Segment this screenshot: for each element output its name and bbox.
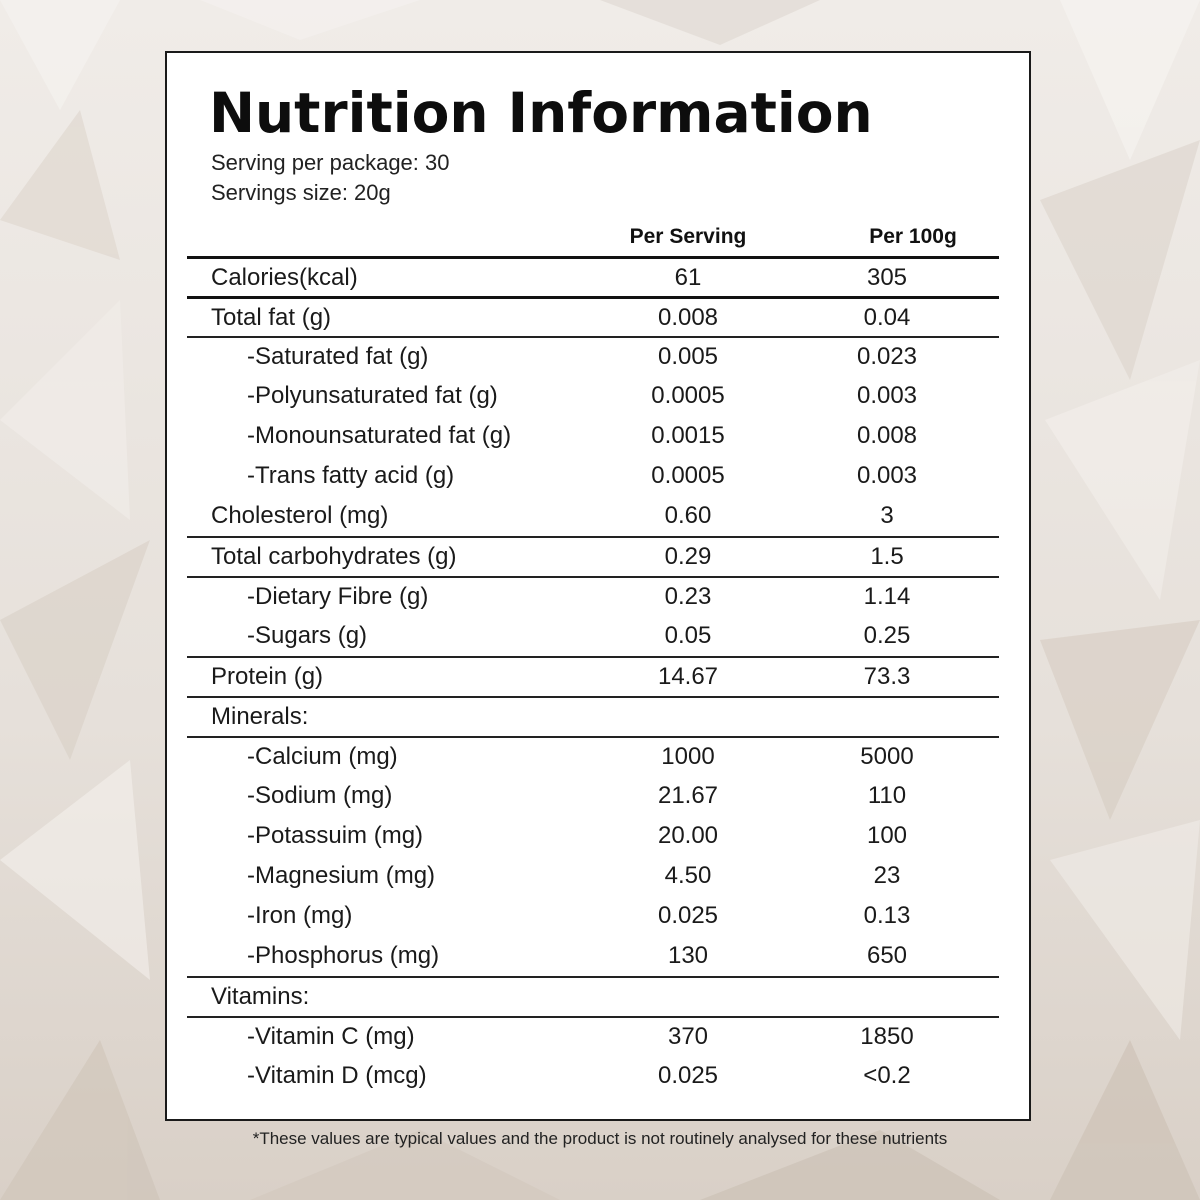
section-row-minerals: Minerals: bbox=[187, 696, 999, 736]
per-serving-value: 0.60 bbox=[664, 502, 712, 529]
nutrient-row-calcium: -Calcium (mg) 1000 5000 bbox=[187, 736, 999, 776]
nutrient-name: -Potassuim (mg) bbox=[247, 822, 424, 849]
nutrition-label: Nutrition Information Serving per packag… bbox=[165, 51, 1031, 1121]
per-serving-value: 0.0005 bbox=[651, 462, 725, 489]
column-header-per-100g: Per 100g bbox=[869, 225, 957, 248]
nutrient-row-phosphorus: -Phosphorus (mg) 130 650 bbox=[187, 936, 999, 976]
per-100g-value: 23 bbox=[873, 862, 901, 889]
per-100g-value: 0.003 bbox=[856, 462, 918, 489]
footnote: *These values are typical values and the… bbox=[252, 1129, 948, 1148]
section-row-vitamins: Vitamins: bbox=[187, 976, 999, 1016]
per-serving-value: 4.50 bbox=[664, 862, 712, 889]
per-100g-value: 0.13 bbox=[863, 902, 911, 929]
per-100g-value: 5000 bbox=[860, 743, 914, 770]
per-serving-value: 0.008 bbox=[657, 303, 719, 331]
nutrient-row-cholesterol: Cholesterol (mg) 0.60 3 bbox=[187, 496, 999, 536]
per-serving-value: 0.23 bbox=[664, 583, 712, 610]
nutrient-row-total-fat: Total fat (g) 0.008 0.04 bbox=[187, 296, 999, 336]
nutrient-name: Total carbohydrates (g) bbox=[211, 543, 457, 570]
per-100g-value: 0.008 bbox=[856, 422, 918, 449]
per-serving-value: 20.00 bbox=[657, 822, 719, 849]
per-serving-value: 1000 bbox=[661, 743, 715, 770]
per-serving-value: 370 bbox=[667, 1023, 709, 1050]
per-serving-value: 0.0005 bbox=[651, 382, 725, 409]
nutrient-row-trans-fatty-acid: -Trans fatty acid (g) 0.0005 0.003 bbox=[187, 456, 999, 496]
nutrient-table: Calories(kcal) 61 305 Total fat (g) 0.00… bbox=[187, 256, 999, 1096]
per-100g-value: 73.3 bbox=[863, 663, 911, 690]
nutrient-row-protein: Protein (g) 14.67 73.3 bbox=[187, 656, 999, 696]
per-serving-value: 0.0015 bbox=[651, 422, 725, 449]
nutrient-row-monounsaturated-fat: -Monounsaturated fat (g) 0.0015 0.008 bbox=[187, 416, 999, 456]
nutrient-row-sodium: -Sodium (mg) 21.67 110 bbox=[187, 776, 999, 816]
nutrient-name: Total fat (g) bbox=[211, 303, 332, 331]
nutrient-name: -Monounsaturated fat (g) bbox=[247, 422, 512, 449]
nutrient-row-total-carbohydrates: Total carbohydrates (g) 0.29 1.5 bbox=[187, 536, 999, 576]
per-100g-value: 1.14 bbox=[863, 583, 911, 610]
per-serving-value: 0.29 bbox=[664, 543, 712, 570]
nutrient-name: -Sugars (g) bbox=[247, 622, 368, 649]
per-serving-value: 0.025 bbox=[657, 1062, 719, 1089]
nutrient-row-polyunsaturated-fat: -Polyunsaturated fat (g) 0.0005 0.003 bbox=[187, 376, 999, 416]
per-100g-value: 3 bbox=[880, 502, 894, 529]
nutrient-name: Calories(kcal) bbox=[211, 263, 358, 291]
servings-per-package: Serving per package: 30 bbox=[211, 150, 450, 175]
nutrient-name: -Iron (mg) bbox=[247, 902, 353, 929]
per-100g-value: 100 bbox=[866, 822, 908, 849]
per-100g-value: 0.023 bbox=[856, 343, 918, 370]
per-100g-value: 1850 bbox=[860, 1023, 914, 1050]
nutrient-row-calories: Calories(kcal) 61 305 bbox=[187, 256, 999, 296]
nutrient-name: -Dietary Fibre (g) bbox=[247, 583, 429, 610]
nutrient-row-dietary-fibre: -Dietary Fibre (g) 0.23 1.14 bbox=[187, 576, 999, 616]
per-serving-value: 61 bbox=[674, 263, 702, 291]
nutrient-name: -Calcium (mg) bbox=[247, 743, 398, 770]
nutrient-row-potassium: -Potassuim (mg) 20.00 100 bbox=[187, 816, 999, 856]
nutrient-row-vitamin-c: -Vitamin C (mg) 370 1850 bbox=[187, 1016, 999, 1056]
nutrient-name: -Vitamin D (mcg) bbox=[247, 1062, 427, 1089]
per-100g-value: 0.25 bbox=[863, 622, 911, 649]
per-serving-value: 21.67 bbox=[657, 782, 719, 809]
serving-size: Servings size: 20g bbox=[211, 180, 391, 205]
per-100g-value: 110 bbox=[867, 782, 907, 809]
per-100g-value: 650 bbox=[866, 942, 908, 969]
per-100g-value: 305 bbox=[866, 263, 908, 291]
per-serving-value: 0.025 bbox=[657, 902, 719, 929]
per-serving-value: 0.005 bbox=[657, 343, 719, 370]
label-title: Nutrition Information bbox=[209, 81, 873, 145]
per-serving-value: 14.67 bbox=[657, 663, 719, 690]
nutrient-name: -Polyunsaturated fat (g) bbox=[247, 382, 498, 409]
nutrient-name: -Saturated fat (g) bbox=[247, 343, 429, 370]
nutrient-name: Cholesterol (mg) bbox=[211, 502, 389, 529]
nutrient-name: -Magnesium (mg) bbox=[247, 862, 436, 889]
column-header-per-serving: Per Serving bbox=[629, 225, 747, 248]
per-100g-value: <0.2 bbox=[863, 1062, 911, 1089]
nutrient-name: -Sodium (mg) bbox=[247, 782, 393, 809]
nutrient-row-magnesium: -Magnesium (mg) 4.50 23 bbox=[187, 856, 999, 896]
per-100g-value: 0.04 bbox=[863, 303, 911, 331]
nutrient-name: Protein (g) bbox=[211, 663, 324, 690]
nutrient-name: -Trans fatty acid (g) bbox=[247, 462, 455, 489]
nutrient-row-iron: -Iron (mg) 0.025 0.13 bbox=[187, 896, 999, 936]
section-heading: Minerals: bbox=[211, 703, 309, 730]
section-heading: Vitamins: bbox=[211, 983, 310, 1010]
nutrient-row-vitamin-d: -Vitamin D (mcg) 0.025 <0.2 bbox=[187, 1056, 999, 1096]
nutrient-row-sugars: -Sugars (g) 0.05 0.25 bbox=[187, 616, 999, 656]
per-serving-value: 0.05 bbox=[664, 622, 712, 649]
nutrient-name: -Phosphorus (mg) bbox=[247, 942, 440, 969]
nutrient-name: -Vitamin C (mg) bbox=[247, 1023, 415, 1050]
per-100g-value: 1.5 bbox=[870, 543, 904, 570]
per-serving-value: 130 bbox=[667, 942, 709, 969]
nutrient-row-saturated-fat: -Saturated fat (g) 0.005 0.023 bbox=[187, 336, 999, 376]
per-100g-value: 0.003 bbox=[856, 382, 918, 409]
